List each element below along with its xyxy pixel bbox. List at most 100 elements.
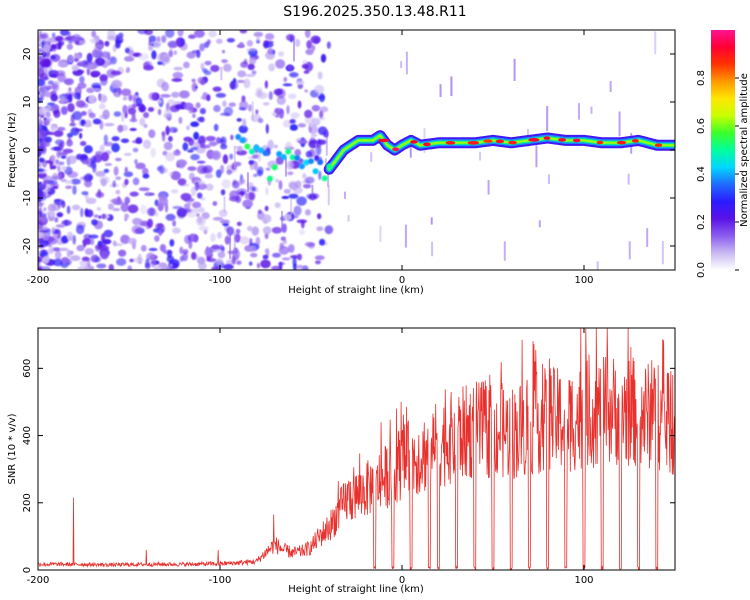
spectrogram-noise-blob xyxy=(263,42,274,48)
spectrogram-hot-spot xyxy=(410,140,418,144)
spectrogram-noise-blob xyxy=(205,183,214,191)
spectrogram-noise-blob xyxy=(83,175,88,182)
spectrogram-noise-blob xyxy=(248,191,256,202)
spectrogram-noise-blob xyxy=(53,80,61,85)
spectrogram-noise-blob xyxy=(60,151,68,156)
spectrogram-noise-blob xyxy=(224,235,231,245)
spectrogram-noise-blob xyxy=(41,232,50,241)
spectrogram-noise-blob xyxy=(314,260,321,265)
spectrogram-noise-blob xyxy=(161,35,167,43)
spectrogram-noise-blob xyxy=(98,93,108,104)
spectrogram-noise-blob xyxy=(84,247,95,256)
spectrogram-noise-blob xyxy=(175,103,186,110)
spectrogram-noise-blob xyxy=(156,36,161,42)
spectrogram-noise-blob xyxy=(93,214,99,218)
spectrogram-streak xyxy=(487,180,490,195)
spectrogram-streak xyxy=(513,58,516,81)
spectrogram-noise-blob xyxy=(198,135,206,145)
spectrogram-noise-blob xyxy=(113,243,123,247)
spectrogram-noise-blob xyxy=(304,109,313,119)
spectrogram-streak xyxy=(538,220,541,228)
spectrogram-noise-blob xyxy=(212,201,218,206)
spectrogram-noise-blob xyxy=(79,132,83,139)
spectrogram-noise-blob xyxy=(165,125,170,136)
spectrogram-noise-blob xyxy=(145,258,150,268)
spectrogram-noise-blob xyxy=(81,191,89,196)
spectrogram-noise-blob xyxy=(75,100,86,108)
spectrogram-noise-blob xyxy=(72,234,76,245)
spectrogram-noise-blob xyxy=(237,70,247,78)
spectrogram-noise-blob xyxy=(69,255,81,262)
spectrogram-y-tick-label: -10 xyxy=(22,190,33,206)
snr-y-tick-label: 400 xyxy=(22,426,33,445)
spectrogram-noise-blob xyxy=(57,61,68,68)
spectrogram-ridge-blob xyxy=(271,164,278,171)
spectrogram-noise-blob xyxy=(95,170,106,177)
spectrogram-noise-blob xyxy=(38,128,47,138)
spectrogram-noise-blob xyxy=(264,33,275,41)
spectrogram-noise-blob xyxy=(173,50,178,56)
spectrogram-noise-blob xyxy=(49,104,60,111)
spectrogram-noise-blob xyxy=(52,247,60,251)
spectrogram-noise-blob xyxy=(204,173,213,179)
spectrogram-noise-blob xyxy=(223,63,232,72)
spectrogram-noise-blob xyxy=(39,58,51,67)
spectrogram-noise-blob xyxy=(154,212,159,217)
spectrogram-noise-blob xyxy=(58,161,65,166)
spectrogram-noise-blob xyxy=(228,102,236,107)
spectrogram-noise-blob xyxy=(213,104,221,113)
spectrogram-noise-blob xyxy=(140,244,147,252)
spectrogram-noise-blob xyxy=(267,139,274,150)
spectrogram-noise-blob xyxy=(272,252,281,258)
spectrogram-noise-blob xyxy=(256,166,264,175)
spectrogram-noise-blob xyxy=(281,195,290,200)
spectrogram-noise-blob xyxy=(45,160,53,164)
spectrogram-noise-blob xyxy=(210,233,216,242)
spectrogram-noise-blob xyxy=(56,212,64,218)
spectrogram-noise-blob xyxy=(195,102,201,109)
spectrogram-noise-blob xyxy=(38,266,42,270)
spectrogram-noise-blob xyxy=(103,229,114,238)
spectrogram-streak xyxy=(431,241,434,257)
spectrogram-noise-blob xyxy=(215,92,227,98)
spectrogram-hot-spot xyxy=(528,138,540,142)
spectrogram-noise-blob xyxy=(279,242,285,250)
colorbar-tick-label: 0.6 xyxy=(696,118,707,134)
spectrogram-noise-blob xyxy=(144,192,155,196)
spectrogram-noise-blob xyxy=(196,213,200,217)
spectrogram-noise-blob xyxy=(286,105,290,115)
spectrogram-noise-blob xyxy=(38,94,42,98)
spectrogram-noise-blob xyxy=(47,203,56,213)
spectrogram-noise-blob xyxy=(129,258,135,263)
spectrogram-noise-blob xyxy=(50,154,56,162)
spectrogram-noise-blob xyxy=(42,182,47,189)
spectrogram-noise-blob xyxy=(88,234,99,239)
spectrogram-noise-blob xyxy=(128,50,135,57)
spectrogram-noise-blob xyxy=(111,79,123,89)
spectrogram-noise-blob xyxy=(191,82,198,92)
spectrogram-noise-blob xyxy=(47,80,54,85)
spectrogram-noise-blob xyxy=(104,122,115,127)
spectrogram-hot-spot xyxy=(495,139,505,144)
spectrogram-noise-blob xyxy=(173,128,177,133)
spectrogram-noise-blob xyxy=(248,57,257,65)
spectrogram-noise-blob xyxy=(276,88,286,99)
spectrogram-noise-blob xyxy=(287,93,297,100)
spectrogram-noise-blob xyxy=(86,258,91,268)
spectrogram-noise-blob xyxy=(48,210,56,218)
spectrogram-noise-blob xyxy=(239,30,248,34)
spectrogram-noise-blob xyxy=(262,226,272,235)
spectrogram-noise-blob xyxy=(117,124,124,133)
spectrogram-ridge-blob xyxy=(312,168,319,175)
spectrogram-noise-blob xyxy=(78,40,86,45)
spectrogram-noise-blob xyxy=(135,97,143,107)
spectrogram-noise-blob xyxy=(151,50,157,60)
spectrogram-noise-blob xyxy=(66,43,74,50)
spectrogram-streak xyxy=(324,158,327,169)
spectrogram-noise-blob xyxy=(66,155,77,165)
spectrogram-noise-blob xyxy=(293,205,302,216)
spectrogram-noise-blob xyxy=(125,69,130,74)
spectrogram-noise-blob xyxy=(92,87,102,92)
spectrogram-noise-blob xyxy=(265,167,271,171)
spectrogram-noise-blob xyxy=(95,191,105,198)
